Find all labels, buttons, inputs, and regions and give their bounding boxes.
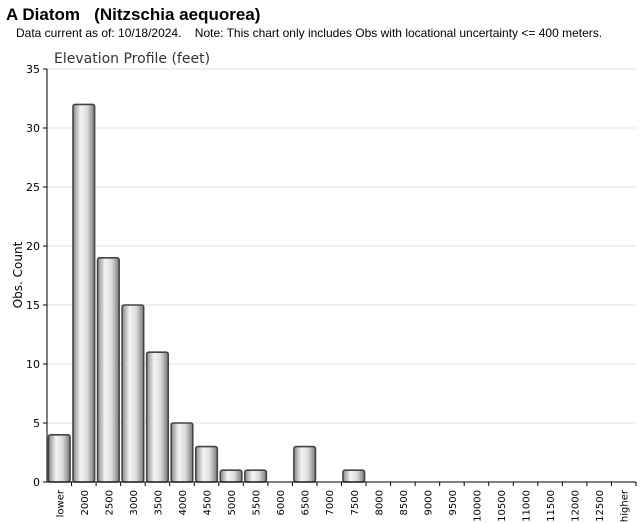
bar — [244, 469, 268, 483]
bar — [194, 445, 219, 483]
bar — [47, 433, 71, 483]
x-tick-label: lower — [55, 489, 66, 517]
x-tick-label: 9000 — [423, 490, 434, 515]
chart-title: Elevation Profile (feet) — [54, 51, 210, 67]
bar — [121, 304, 145, 483]
x-tick-label: 11000 — [522, 490, 533, 522]
y-tick-label: 15 — [26, 299, 40, 312]
x-tick-label: 6000 — [276, 490, 287, 515]
x-tick-label: 10000 — [472, 490, 483, 522]
x-tick-label: 5000 — [227, 490, 238, 515]
x-tick-label: 12500 — [595, 490, 606, 522]
y-tick-label: 10 — [26, 358, 40, 371]
bar — [293, 445, 317, 483]
x-tick-label: 10500 — [497, 490, 508, 522]
bar — [342, 469, 366, 483]
x-tick-label: 3000 — [129, 490, 140, 515]
y-tick-label: 0 — [33, 476, 40, 489]
x-tick-label: 6500 — [301, 490, 312, 515]
bar — [170, 422, 194, 483]
bar — [96, 256, 120, 483]
x-tick-label: 11500 — [546, 490, 557, 522]
y-tick-label: 5 — [33, 417, 40, 430]
y-tick-label: 20 — [26, 240, 40, 253]
bar — [72, 103, 96, 483]
x-tick-label: 12000 — [571, 490, 582, 522]
x-tick-label: 4000 — [178, 490, 189, 515]
bar — [219, 469, 243, 483]
x-tick-label: 5500 — [252, 490, 263, 515]
data-note: Data current as of: 10/18/2024. Note: Th… — [16, 26, 603, 40]
x-tick-label: 7000 — [325, 490, 336, 515]
chart-title-main: A Diatom (Nitzschia aequorea) — [6, 5, 261, 24]
x-tick-label: 8000 — [374, 490, 385, 515]
x-tick-label: higher — [620, 489, 631, 522]
x-tick-label: 2000 — [80, 490, 91, 515]
x-tick-label: 9500 — [448, 490, 459, 515]
bar — [145, 351, 170, 483]
x-tick-label: 8500 — [399, 490, 410, 515]
y-tick-label: 30 — [26, 122, 40, 135]
y-tick-label: 35 — [26, 63, 40, 76]
x-tick-label: 7500 — [350, 490, 361, 515]
x-tick-label: 4500 — [203, 490, 214, 515]
y-axis-label: Obs. Count — [11, 241, 25, 308]
x-tick-label: 2500 — [104, 490, 115, 515]
y-tick-label: 25 — [26, 181, 40, 194]
x-tick-label: 3500 — [153, 490, 164, 515]
